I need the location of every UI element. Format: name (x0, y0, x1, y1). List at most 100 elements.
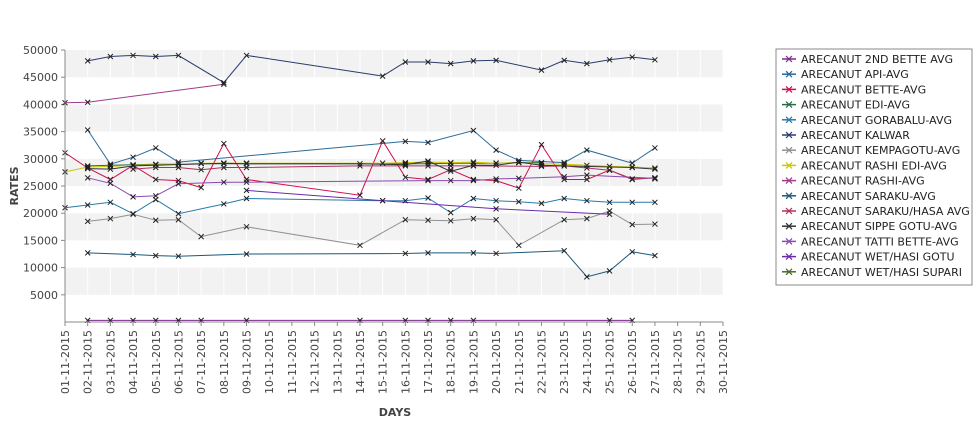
data-point (515, 157, 522, 164)
data-point (629, 221, 636, 228)
data-point (243, 195, 250, 202)
series-line (64, 161, 655, 173)
data-point (130, 211, 136, 218)
data-point (447, 209, 454, 216)
data-point (584, 273, 590, 280)
data-point (357, 160, 363, 167)
data-point (515, 242, 522, 249)
data-point (584, 197, 590, 204)
data-point (220, 179, 227, 186)
y-tick-label: 20000 (23, 207, 58, 220)
legend-item: ARECANUT GORABALU-AVG (782, 114, 952, 127)
data-point (243, 223, 250, 230)
x-tick-label: 02-11-2015 (82, 330, 95, 394)
grid-band (65, 213, 723, 241)
grid-band (65, 104, 723, 132)
data-point (606, 167, 613, 174)
data-point (652, 166, 658, 172)
data-point (84, 99, 91, 106)
data-point (425, 163, 431, 169)
data-point (130, 154, 136, 161)
data-point (493, 216, 499, 223)
y-tick-label: 30000 (23, 153, 58, 166)
data-point (402, 163, 409, 169)
data-point (130, 194, 136, 200)
data-point (470, 176, 477, 183)
data-point (152, 192, 159, 199)
legend-label: ARECANUT WET/HASI SUPARI (801, 266, 962, 279)
x-tick-label: 01-11-2015 (59, 330, 72, 394)
data-point (493, 177, 499, 184)
data-point (606, 211, 613, 218)
legend-label: ARECANUT TATTI BETTE-AVG (801, 235, 959, 248)
data-point (84, 202, 91, 208)
data-point (493, 205, 499, 212)
data-point (130, 52, 136, 59)
x-tick-label: 27-11-2015 (649, 330, 662, 394)
data-point (629, 164, 636, 171)
series-markers (62, 52, 658, 324)
grid-band (65, 77, 723, 105)
data-point (198, 233, 204, 240)
x-tick-label: 06-11-2015 (172, 330, 185, 394)
legend-item: ARECANUT API-AVG (782, 68, 909, 81)
data-point (470, 177, 477, 184)
data-point (107, 53, 114, 60)
legend-label: ARECANUT EDI-AVG (801, 99, 910, 112)
y-tick-label: 15000 (23, 234, 58, 247)
data-point (515, 198, 522, 205)
data-point (425, 176, 431, 183)
grid-band (65, 131, 723, 159)
data-point (425, 59, 431, 65)
data-point (220, 79, 227, 86)
data-point (84, 164, 91, 170)
data-point (561, 163, 568, 169)
data-point (152, 176, 159, 183)
plot-background-bands (64, 50, 724, 322)
y-axis-label: RATES (8, 166, 21, 205)
data-point (561, 161, 568, 168)
data-point (402, 160, 409, 167)
data-point (243, 251, 250, 257)
data-point (357, 192, 363, 199)
data-point (447, 177, 454, 184)
data-point (447, 163, 454, 169)
data-point (561, 195, 568, 202)
data-point (538, 141, 545, 148)
data-point (470, 127, 477, 134)
y-axis-ticks: 5000 10000 15000 20000 25000 30000 35000 40000 4… (23, 44, 65, 302)
data-point (629, 248, 636, 255)
y-tick-label: 5000 (30, 289, 58, 302)
data-point (130, 163, 136, 169)
data-point (584, 147, 590, 153)
grid-band (65, 186, 723, 214)
data-point (220, 201, 227, 207)
data-point (175, 180, 182, 187)
x-tick-label: 19-11-2015 (467, 330, 480, 394)
x-tick-label: 12-11-2015 (309, 330, 322, 394)
data-point (107, 180, 114, 187)
data-point (538, 67, 545, 73)
data-point (84, 174, 91, 181)
grid-band (65, 294, 723, 322)
data-point (175, 216, 182, 223)
legend-label: ARECANUT WET/HASI GOTU (801, 251, 955, 264)
x-tick-label: 04-11-2015 (127, 330, 140, 394)
data-point (493, 176, 499, 182)
data-point (84, 250, 91, 256)
data-point (220, 164, 227, 171)
data-point (561, 247, 568, 254)
x-tick-label: 23-11-2015 (558, 330, 571, 394)
data-point (152, 145, 159, 151)
data-point (379, 160, 386, 167)
legend-item: ARECANUT SARAKU-AVG (782, 190, 936, 203)
data-point (447, 60, 454, 67)
y-tick-label: 35000 (23, 126, 58, 139)
data-point (629, 176, 636, 182)
data-point (447, 217, 454, 224)
data-point (220, 81, 227, 88)
data-point (538, 162, 545, 169)
data-point (606, 199, 613, 206)
data-point (652, 165, 658, 171)
legend-item: ARECANUT SARAKU/HASA AVG (782, 205, 970, 218)
